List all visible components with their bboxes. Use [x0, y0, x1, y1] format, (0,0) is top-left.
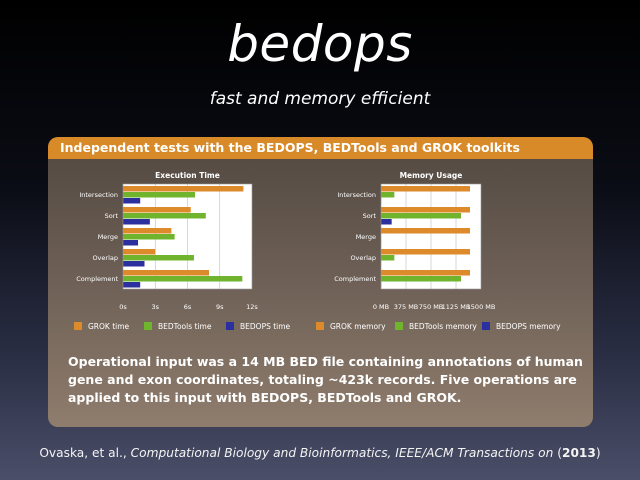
chart-title: Memory Usage — [400, 171, 463, 180]
bar — [381, 228, 470, 234]
citation-journal: Computational Biology and Bioinformatics… — [130, 446, 554, 460]
legend-label: BEDTools time — [158, 322, 212, 331]
legend-swatch — [316, 322, 324, 330]
bar — [123, 255, 194, 261]
bar — [381, 270, 470, 276]
bar — [123, 270, 209, 276]
x-tick-label: 12s — [246, 303, 258, 311]
citation-authors: Ovaska, et al., — [39, 446, 127, 460]
panel-header: Independent tests with the BEDOPS, BEDTo… — [48, 137, 593, 159]
legend-swatch — [395, 322, 403, 330]
citation-year-open: ( — [557, 446, 562, 460]
bar — [123, 213, 206, 219]
bar — [381, 276, 461, 282]
x-tick-label: 9s — [216, 303, 224, 311]
category-label: Merge — [356, 233, 376, 241]
category-label: Sort — [105, 212, 119, 220]
bar — [381, 186, 470, 192]
category-label: Overlap — [92, 254, 118, 262]
bar — [123, 192, 196, 198]
x-tick-label: 0s — [119, 303, 127, 311]
bar — [123, 249, 156, 255]
bar — [123, 276, 243, 282]
chart-title: Execution Time — [155, 171, 220, 180]
slide-title: bedops — [227, 15, 413, 73]
category-label: Intersection — [337, 191, 376, 199]
bar — [123, 198, 141, 204]
legend-label: GROK time — [88, 322, 130, 331]
category-label: Sort — [363, 212, 377, 220]
category-label: Overlap — [350, 254, 376, 262]
x-tick-label: 1125 MB — [442, 303, 471, 311]
bar — [123, 219, 150, 225]
x-tick-label: 750 MB — [419, 303, 444, 311]
bar — [123, 234, 175, 240]
x-tick-label: 6s — [184, 303, 192, 311]
bar — [123, 207, 191, 213]
bar — [381, 213, 461, 219]
x-tick-label: 0 MB — [373, 303, 389, 311]
bar — [123, 282, 141, 288]
citation-year: 2013 — [561, 446, 596, 460]
plot-border — [122, 183, 253, 290]
results-panel: Independent tests with the BEDOPS, BEDTo… — [48, 137, 593, 427]
bar — [381, 192, 395, 198]
citation: Ovaska, et al., Computational Biology an… — [0, 446, 640, 460]
bar — [123, 240, 139, 246]
legend-label: BEDOPS time — [240, 322, 291, 331]
legend-swatch — [74, 322, 82, 330]
legend-swatch — [226, 322, 234, 330]
bar — [381, 219, 392, 225]
legend-swatch — [144, 322, 152, 330]
bar — [123, 261, 145, 267]
bar — [123, 186, 244, 192]
plot-border — [380, 183, 482, 290]
legend-label: GROK memory — [330, 322, 386, 331]
x-tick-label: 3s — [151, 303, 159, 311]
legend-label: BEDOPS memory — [496, 322, 561, 331]
bar — [381, 249, 470, 255]
category-label: Intersection — [79, 191, 118, 199]
bar — [381, 207, 470, 213]
bar — [123, 228, 172, 234]
legend-swatch — [482, 322, 490, 330]
panel-description: Operational input was a 14 MB BED file c… — [68, 354, 583, 405]
bar — [381, 255, 395, 261]
x-tick-label: 1500 MB — [467, 303, 496, 311]
x-tick-label: 375 MB — [394, 303, 419, 311]
category-label: Merge — [98, 233, 118, 241]
charts-area: Execution Time 0s 3s 6s 9s 12s Intersection Sor… — [74, 171, 561, 331]
category-label: Complement — [76, 275, 118, 283]
citation-year-close: ) — [595, 446, 601, 460]
legend-label: BEDTools memory — [409, 322, 477, 331]
slide-subtitle: fast and memory efficient — [209, 89, 431, 109]
category-label: Complement — [334, 275, 376, 283]
